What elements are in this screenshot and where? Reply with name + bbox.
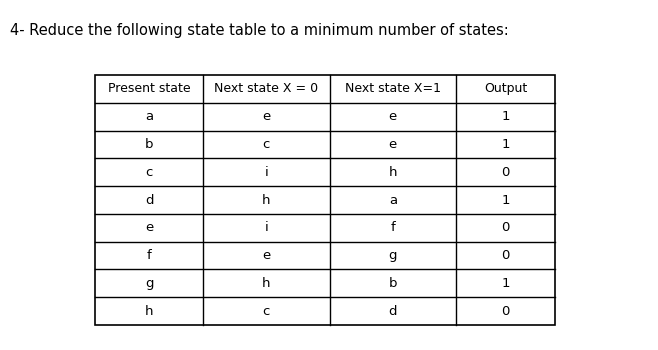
Text: g: g	[389, 249, 397, 262]
Text: d: d	[389, 304, 397, 317]
Text: 4- Reduce the following state table to a minimum number of states:: 4- Reduce the following state table to a…	[10, 23, 509, 38]
Text: c: c	[145, 166, 153, 179]
Text: 1: 1	[501, 277, 510, 290]
Text: Output: Output	[484, 82, 527, 96]
Text: c: c	[263, 304, 270, 317]
Text: 1: 1	[501, 138, 510, 151]
Text: i: i	[265, 166, 268, 179]
Text: e: e	[263, 110, 270, 123]
Text: h: h	[262, 277, 270, 290]
Text: 1: 1	[501, 110, 510, 123]
Text: a: a	[145, 110, 153, 123]
Text: h: h	[389, 166, 397, 179]
Text: 0: 0	[501, 249, 510, 262]
Text: e: e	[263, 249, 270, 262]
Text: Next state X=1: Next state X=1	[345, 82, 441, 96]
Text: f: f	[390, 221, 395, 234]
Text: h: h	[262, 194, 270, 206]
Text: Next state X = 0: Next state X = 0	[215, 82, 318, 96]
Text: 0: 0	[501, 166, 510, 179]
Text: b: b	[145, 138, 153, 151]
Text: e: e	[389, 110, 397, 123]
Bar	[95, 75, 555, 325]
Text: g: g	[145, 277, 153, 290]
Text: h: h	[145, 304, 153, 317]
Text: d: d	[145, 194, 153, 206]
Text: a: a	[389, 194, 397, 206]
Text: e: e	[145, 221, 153, 234]
Text: c: c	[263, 138, 270, 151]
Text: 0: 0	[501, 221, 510, 234]
Text: i: i	[265, 221, 268, 234]
Text: 1: 1	[501, 194, 510, 206]
Text: 0: 0	[501, 304, 510, 317]
Text: Present state: Present state	[108, 82, 190, 96]
Text: b: b	[389, 277, 397, 290]
Text: f: f	[147, 249, 151, 262]
Text: e: e	[389, 138, 397, 151]
